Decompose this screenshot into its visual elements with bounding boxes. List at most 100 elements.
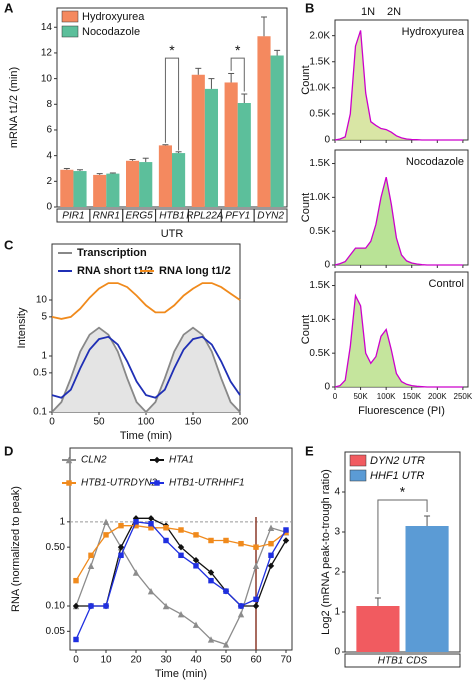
bar — [106, 173, 120, 207]
y-tick-label: 0 — [324, 260, 330, 271]
panel-label: C — [4, 237, 14, 252]
marker — [102, 518, 110, 526]
bar — [191, 74, 205, 207]
marker — [162, 602, 170, 610]
x-axis-label: Fluorescence (PI) — [358, 405, 445, 417]
x-tick-label: HTB1 CDS — [378, 656, 428, 667]
significance-bracket — [230, 57, 245, 92]
y-axis-label: Count — [300, 65, 312, 94]
significance-label: * — [400, 484, 406, 500]
marker — [118, 522, 124, 529]
marker — [193, 532, 199, 538]
marker — [177, 610, 185, 618]
marker — [178, 527, 184, 533]
marker — [207, 636, 215, 643]
marker — [103, 532, 109, 538]
legend-label: Hydroxyurea — [82, 11, 145, 23]
panel-label: B — [305, 0, 314, 15]
y-tick-label: 1 — [41, 351, 47, 362]
series-line — [75, 520, 287, 646]
marker — [253, 544, 259, 550]
ploidy-label: 1N — [361, 6, 375, 18]
marker — [193, 563, 199, 569]
y-tick-label: 4 — [334, 487, 340, 498]
x-tick-label: 0 — [333, 392, 338, 401]
y-tick-label: 0 — [334, 647, 340, 658]
x-tick-label: 150K — [402, 392, 421, 401]
marker — [88, 603, 94, 609]
x-tick-label: 250K — [454, 392, 473, 401]
bar — [139, 162, 153, 207]
histogram-line — [334, 30, 463, 141]
y-axis-label: RNA (normalized to peak) — [10, 486, 22, 612]
marker — [267, 524, 275, 531]
bar — [172, 153, 186, 207]
histogram-fill — [335, 295, 463, 387]
marker — [178, 552, 184, 559]
histogram-fill — [335, 177, 463, 265]
y-tick-label: 1 — [334, 607, 340, 618]
marker — [238, 540, 244, 547]
histogram-fill — [335, 30, 463, 140]
bar — [270, 55, 284, 207]
y-axis-label: Log2 (mRNA peak-to-trough ratio) — [320, 469, 332, 635]
x-tick-label: 200K — [428, 392, 447, 401]
plot-frame — [344, 451, 461, 653]
marker — [267, 562, 275, 570]
y-axis-label: Count — [300, 193, 312, 222]
marker — [223, 537, 229, 544]
y-tick-label: 12 — [41, 48, 53, 59]
y-tick-label: 1.5K — [309, 280, 330, 291]
x-tick-label: HTB1 — [159, 211, 185, 222]
marker — [283, 527, 289, 533]
y-tick-label: 5 — [41, 311, 47, 322]
marker — [237, 610, 245, 618]
y-tick-label: 1.5K — [309, 56, 330, 67]
x-tick-label: 200 — [232, 417, 249, 428]
x-tick-label: 0 — [73, 655, 79, 666]
marker — [282, 537, 290, 544]
marker — [252, 562, 260, 570]
significance-bracket — [377, 499, 428, 594]
legend-label: RNA short t1/2 — [77, 265, 153, 277]
y-tick-label: 8 — [46, 99, 52, 110]
x-axis-label: Time (min) — [155, 668, 207, 680]
marker — [163, 525, 169, 531]
y-tick-label: 0.50 — [46, 542, 66, 553]
y-tick-label: 0.05 — [46, 626, 66, 637]
y-axis-label: mRNA t1/2 (min) — [8, 67, 20, 148]
marker — [222, 641, 230, 648]
marker — [207, 569, 215, 576]
x-tick-label: 50 — [220, 655, 232, 666]
marker — [147, 587, 155, 595]
marker — [208, 577, 214, 584]
y-tick-label: 6 — [46, 125, 52, 136]
y-tick-label: 0 — [46, 202, 52, 213]
series-line — [51, 282, 241, 320]
y-tick-label: 3 — [334, 527, 340, 538]
x-axis-label: UTR — [161, 228, 184, 240]
marker — [223, 588, 229, 594]
x-tick-label: 30 — [160, 655, 172, 666]
y-tick-label: 0.1 — [33, 407, 47, 418]
plot-frame — [69, 447, 293, 651]
significance-bracket — [164, 57, 180, 151]
x-tick-label: 20 — [130, 655, 142, 666]
series-line — [51, 326, 241, 414]
significance-label: * — [169, 42, 175, 58]
category-box — [344, 653, 461, 668]
marker — [147, 515, 155, 522]
legend-label: HHF1 UTR — [370, 470, 424, 482]
bar — [405, 526, 449, 652]
y-tick-label: 1.0K — [309, 192, 330, 203]
marker — [133, 519, 139, 525]
y-axis-label: Count — [300, 315, 312, 344]
y-tick-label: 1 — [59, 516, 65, 527]
legend-marker — [66, 480, 72, 486]
y-tick-label: 1.0K — [309, 314, 330, 325]
marker — [73, 636, 79, 643]
marker — [208, 537, 214, 544]
bar — [224, 82, 238, 207]
marker — [238, 603, 244, 609]
series-line — [75, 521, 287, 640]
